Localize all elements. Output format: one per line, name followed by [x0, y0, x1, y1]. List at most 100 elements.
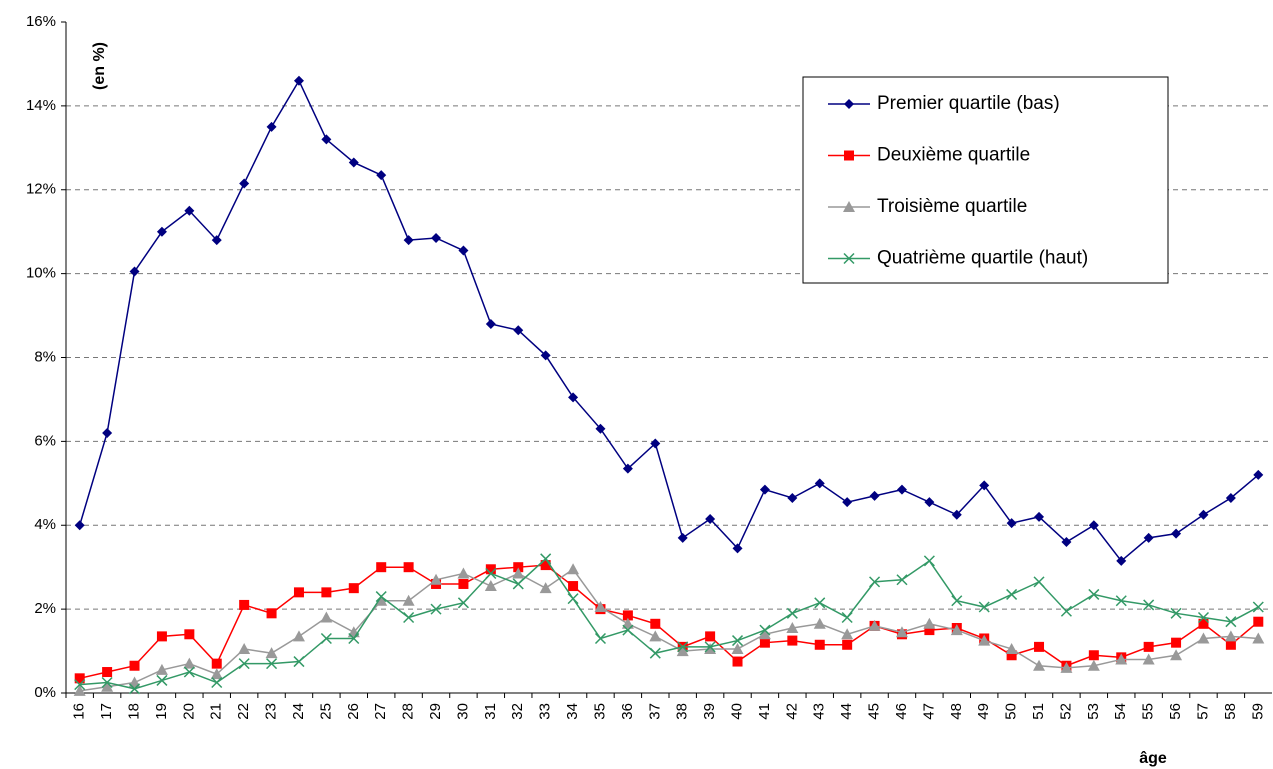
marker: [74, 679, 86, 691]
legend-label: Troisième quartile: [877, 196, 1027, 217]
x-tick-label: 59: [1249, 703, 1266, 720]
marker: [1170, 607, 1182, 619]
marker: [622, 463, 633, 474]
x-tick-label: 25: [317, 703, 334, 720]
marker: [979, 480, 990, 491]
marker: [1033, 576, 1045, 588]
marker: [101, 676, 113, 689]
y-tick-label: 6%: [34, 432, 56, 449]
marker: [842, 497, 853, 508]
series-line: [79, 557, 1259, 690]
marker: [1060, 605, 1072, 617]
marker: [321, 587, 332, 598]
marker: [1253, 616, 1264, 627]
marker: [155, 663, 168, 675]
marker: [512, 567, 525, 579]
marker: [1142, 653, 1155, 665]
marker: [731, 642, 744, 654]
marker: [128, 676, 141, 688]
x-tick-label: 42: [783, 703, 800, 720]
marker: [266, 121, 277, 132]
x-tick-label: 30: [454, 703, 471, 720]
x-tick-label: 31: [482, 703, 499, 720]
legend-label: Premier quartile (bas): [877, 93, 1060, 114]
marker: [787, 635, 798, 646]
x-tick-label: 48: [948, 703, 965, 720]
marker: [348, 632, 360, 645]
marker: [896, 484, 907, 495]
legend: Premier quartile (bas) Deuxième quartile T…: [802, 76, 1169, 284]
marker: [704, 642, 717, 654]
marker: [759, 484, 770, 495]
marker: [1006, 650, 1017, 661]
marker: [102, 427, 113, 438]
marker: [430, 603, 442, 615]
marker: [1006, 518, 1017, 529]
marker: [513, 562, 524, 573]
x-tick-label: 33: [537, 703, 554, 720]
marker: [156, 631, 167, 642]
marker: [1225, 616, 1237, 628]
marker: [787, 492, 798, 503]
marker: [101, 680, 114, 692]
marker: [292, 630, 305, 642]
marker: [568, 392, 579, 403]
series-line: [79, 564, 1259, 680]
marker: [814, 639, 825, 650]
marker: [1143, 532, 1154, 543]
marker: [1252, 601, 1264, 613]
marker: [786, 621, 799, 633]
marker: [732, 543, 743, 554]
marker: [293, 587, 304, 598]
marker: [320, 611, 333, 623]
marker: [485, 564, 496, 575]
x-tick-label: 55: [1140, 703, 1157, 720]
marker: [293, 656, 305, 668]
marker: [265, 647, 278, 659]
x-tick-label: 17: [98, 703, 115, 720]
marker: [814, 478, 825, 489]
marker: [567, 593, 579, 605]
marker: [376, 170, 387, 181]
marker: [540, 560, 551, 571]
marker: [978, 601, 990, 613]
y-axis-label: (en %): [91, 42, 108, 90]
marker: [1088, 650, 1099, 661]
marker: [211, 235, 222, 246]
y-tick-label: 10%: [26, 265, 56, 282]
marker: [704, 641, 716, 653]
marker: [513, 325, 524, 336]
y-tick-label: 0%: [34, 684, 56, 701]
marker: [1198, 509, 1209, 520]
marker: [1143, 599, 1155, 611]
marker: [457, 567, 470, 579]
marker: [485, 567, 497, 580]
marker: [129, 266, 140, 277]
x-tick-label: 43: [811, 703, 828, 720]
marker: [458, 578, 469, 589]
x-tick-label: 26: [345, 703, 362, 720]
x-tick-label: 28: [400, 703, 417, 720]
marker: [239, 599, 250, 610]
marker: [923, 555, 935, 567]
marker: [1171, 528, 1182, 539]
marker: [156, 226, 167, 237]
marker: [705, 631, 716, 642]
x-tick-label: 39: [701, 703, 718, 720]
x-tick-label: 35: [591, 703, 608, 720]
y-tick-label: 16%: [26, 13, 56, 30]
marker: [676, 645, 689, 657]
marker: [677, 641, 689, 653]
marker: [211, 676, 223, 689]
x-tick-label: 16: [71, 703, 88, 720]
x-tick-label: 21: [208, 703, 225, 720]
y-tick-label: 8%: [34, 348, 56, 365]
x-tick-label: 32: [509, 703, 526, 720]
x-tick-label: 57: [1194, 703, 1211, 720]
marker: [321, 134, 332, 145]
x-tick-label: 27: [372, 703, 389, 720]
marker: [266, 658, 278, 670]
marker: [868, 619, 881, 631]
marker: [156, 674, 168, 686]
x-tick-label: 46: [893, 703, 910, 720]
